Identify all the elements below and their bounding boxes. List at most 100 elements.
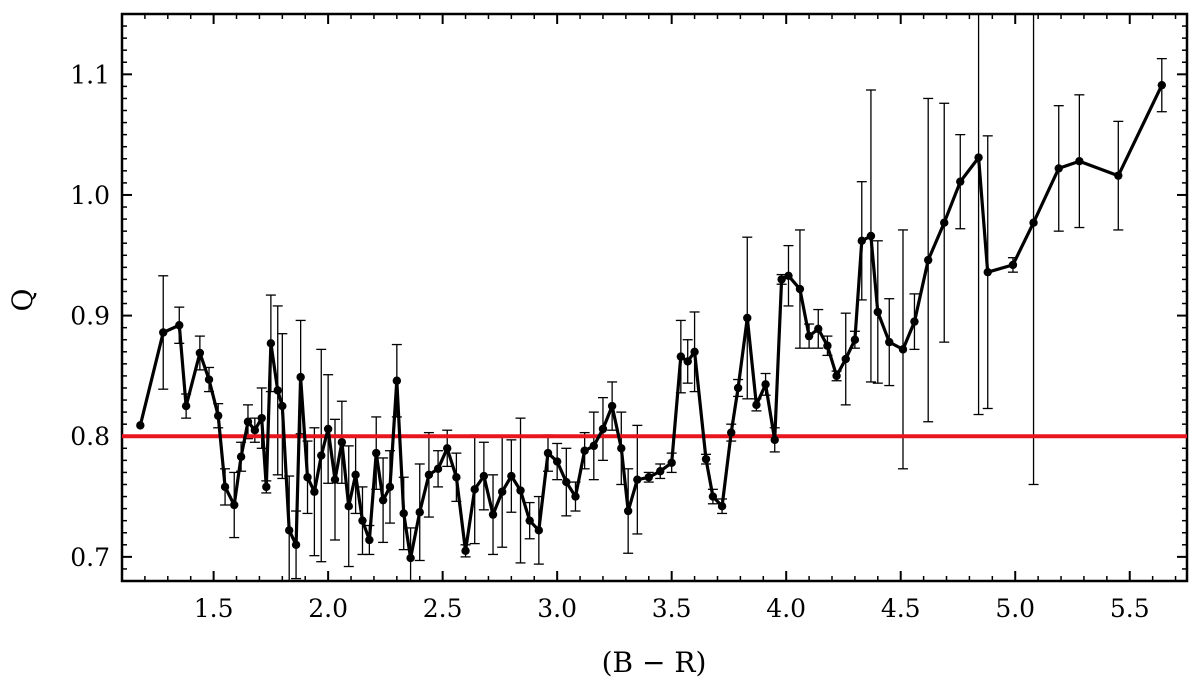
data-point [562, 477, 571, 487]
plot-area-frame [120, 12, 1189, 583]
y-tick-label: 0.7 [70, 543, 110, 572]
data-point [885, 337, 894, 347]
data-point [378, 495, 388, 505]
series-line-group [138, 84, 1164, 560]
data-point [543, 448, 553, 458]
data-point [690, 347, 699, 356]
data-point [617, 444, 626, 453]
data-point [795, 284, 805, 294]
data-point [841, 354, 850, 364]
data-point [372, 448, 381, 458]
data-point [330, 475, 340, 484]
data-point [727, 428, 736, 437]
data-point [910, 317, 919, 326]
data-point [507, 471, 516, 481]
x-tick-label: 5.5 [1110, 594, 1150, 623]
data-point [204, 375, 214, 384]
data-point [344, 502, 353, 511]
data-point [291, 540, 301, 550]
data-point [175, 321, 184, 330]
data-point [940, 218, 949, 227]
data-point [181, 401, 191, 411]
data-point [230, 500, 239, 510]
data-point [589, 441, 599, 451]
data-point [656, 467, 665, 476]
data-point [273, 386, 282, 395]
data-point [1008, 260, 1018, 270]
data-point [717, 502, 727, 511]
data-point [266, 339, 276, 348]
data-point [814, 324, 823, 334]
data-point [983, 267, 992, 277]
y-axis-title: Q [6, 289, 39, 312]
data-point [365, 535, 374, 545]
data-point [1054, 164, 1063, 173]
data-point [898, 345, 908, 354]
data-point [873, 307, 883, 317]
series-line [138, 84, 1164, 560]
data-point [733, 383, 743, 393]
data-point [317, 451, 326, 460]
data-point [683, 357, 692, 366]
data-point [399, 509, 408, 518]
data-point [607, 401, 617, 411]
data-point [195, 348, 205, 358]
data-point [534, 526, 544, 535]
data-point [415, 508, 424, 517]
data-point [243, 417, 253, 426]
data-point [323, 424, 333, 434]
data-point [278, 401, 287, 411]
data-point [770, 435, 779, 445]
data-point [552, 457, 562, 466]
data-point [220, 482, 230, 492]
data-point [956, 177, 965, 186]
data-point [497, 487, 507, 496]
data-point [832, 371, 841, 381]
data-point [743, 313, 752, 323]
error-bars [158, 14, 1167, 581]
data-point [804, 331, 814, 341]
y-tick-label: 0.8 [70, 422, 110, 451]
data-point [571, 492, 580, 501]
data-point [257, 413, 266, 423]
data-point [250, 426, 260, 435]
data-point [461, 546, 470, 556]
y-tick-label: 1.1 [70, 60, 110, 89]
data-point [823, 341, 832, 350]
data-point [777, 275, 786, 284]
data-point [708, 492, 718, 501]
data-point [676, 352, 686, 361]
x-tick-label: 5.0 [995, 594, 1035, 623]
data-points [136, 80, 1167, 563]
data-point [923, 255, 933, 265]
data-point [452, 473, 461, 482]
data-point [213, 411, 223, 420]
data-point [433, 464, 443, 474]
data-point [284, 526, 294, 535]
data-point [424, 470, 434, 480]
data-point [443, 444, 452, 453]
data-point [303, 473, 312, 482]
data-point [598, 424, 608, 434]
x-tick-label: 2.5 [423, 594, 463, 623]
data-point [866, 231, 876, 241]
data-point [701, 454, 711, 464]
data-point [406, 553, 415, 563]
data-point [525, 516, 534, 525]
x-tick-label: 4.5 [881, 594, 921, 623]
data-point [633, 475, 642, 484]
x-tick-label: 2.0 [308, 594, 348, 623]
data-point [385, 482, 395, 492]
data-point [784, 271, 793, 280]
data-point [470, 485, 479, 494]
y-tick-label: 0.9 [70, 302, 110, 331]
data-point [236, 452, 246, 461]
data-point [1075, 156, 1084, 166]
data-point [752, 400, 761, 410]
data-point [310, 487, 319, 496]
data-point [488, 510, 498, 519]
data-point [159, 328, 168, 337]
axis-ticks [121, 14, 1187, 582]
x-tick-label: 3.0 [537, 594, 577, 623]
